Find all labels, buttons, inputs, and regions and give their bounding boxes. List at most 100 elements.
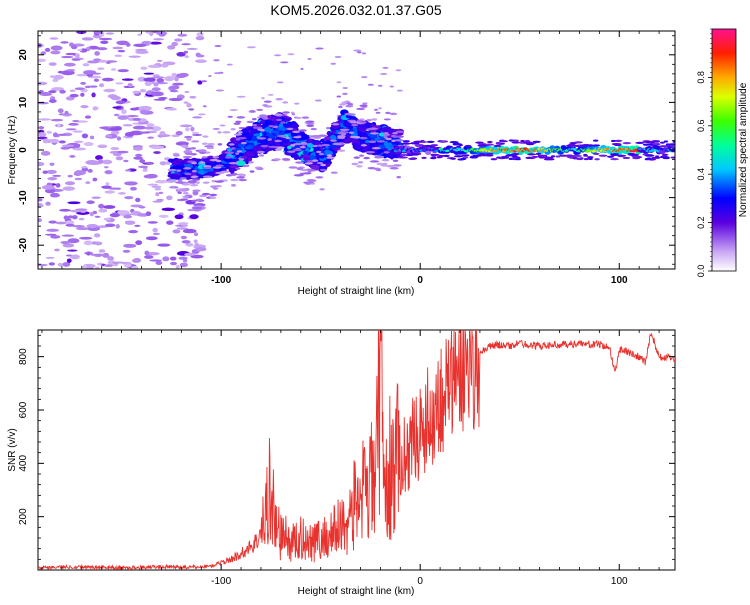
spectrogram-cell	[336, 95, 342, 98]
colorbar-tick-label: 0.8	[696, 71, 706, 84]
spectrogram-cell	[311, 164, 321, 171]
spectrogram-cell	[260, 144, 269, 148]
spectrogram-cell	[622, 142, 632, 145]
spectrogram-cell	[303, 172, 312, 175]
spectrogram-cell	[663, 140, 669, 143]
spectrogram-cell	[461, 154, 470, 157]
spectrogram-cell	[425, 150, 432, 156]
spectrogram-cell	[387, 146, 392, 151]
spectrogram-cell	[377, 150, 382, 155]
spectrogram-cell	[274, 148, 283, 151]
spectrogram-cell	[252, 123, 258, 127]
snr-panel: -100 0 100 200 400 600 800 Height of straight …	[7, 329, 676, 597]
spectrogram-cell	[659, 145, 669, 148]
spectrogram-cell	[259, 120, 265, 124]
colorbar-tick-label: 0.2	[696, 216, 706, 229]
spectrogram-cell	[271, 130, 281, 134]
spectrogram-cell	[97, 159, 104, 164]
spectrogram-cell	[330, 139, 337, 142]
spectrogram-cell	[170, 185, 176, 189]
spectrogram-cell	[105, 182, 110, 186]
spectrogram-cell	[389, 112, 398, 116]
spectrogram-cell	[66, 249, 78, 252]
spectrogram-cell	[351, 162, 359, 166]
spectrogram-cell	[477, 144, 487, 147]
spectrogram-cell	[360, 122, 367, 129]
spectrogram-cell	[71, 45, 78, 50]
spectrogram-cell	[251, 117, 257, 121]
spectrogram-cell	[221, 163, 231, 167]
colorbar-ticks: 0.0 0.2 0.4 0.6 0.8	[696, 28, 712, 277]
spectrogram-cell	[201, 156, 208, 159]
spectrogram-cell	[493, 144, 502, 148]
spectrogram-cell	[410, 142, 417, 145]
spectrogram-cell	[261, 131, 268, 136]
spectrogram-cell	[219, 124, 226, 127]
spectrogram-cell	[274, 139, 281, 143]
spectrogram-cell	[516, 158, 521, 161]
spectrogram-cell	[652, 142, 660, 145]
spectrogram-cell	[319, 154, 325, 159]
spectrogram-cell	[158, 33, 166, 37]
spectrogram-cell	[238, 178, 247, 182]
spectrogram-cell	[240, 132, 250, 136]
spectrogram-cell	[543, 158, 552, 161]
spectrogram-cell	[382, 66, 389, 69]
spectrogram-cell	[280, 121, 286, 124]
spectrogram-cell	[52, 132, 58, 138]
spectrogram-cell	[69, 209, 82, 213]
spectrogram-cell	[337, 149, 346, 152]
spectrogram-cell	[430, 144, 439, 147]
spectrogram-cell	[65, 128, 77, 131]
spectrogram-cell	[306, 179, 316, 182]
spectrogram-cell	[49, 192, 60, 198]
spectrogram-cell	[175, 264, 180, 269]
spectrogram-cell	[139, 131, 151, 134]
spectrogram-cell	[117, 150, 129, 154]
spectrogram-cell	[559, 154, 569, 157]
spectrogram-cell	[635, 141, 645, 144]
spectrogram-cell	[145, 211, 152, 217]
x-tick-label: -100	[211, 275, 231, 286]
spectrogram-cell	[91, 92, 96, 98]
spectrogram-cell	[77, 48, 83, 52]
spectrogram-cell	[304, 162, 313, 165]
spectrogram-cell	[50, 118, 64, 122]
spectrogram-cell	[591, 144, 601, 147]
spectrogram-cell	[113, 113, 120, 117]
spectrogram-cell	[174, 38, 183, 42]
spectrogram-cell	[137, 33, 142, 36]
spectrogram-cell	[58, 140, 66, 144]
spectrogram-cell	[392, 159, 399, 162]
spectrogram-cell	[162, 256, 170, 262]
spectrogram-cell	[259, 139, 270, 146]
spectrogram-cell	[622, 156, 631, 160]
spectrogram-cell	[520, 139, 525, 143]
spectrogram-cell	[150, 91, 164, 97]
spectrogram-cell	[81, 37, 94, 41]
spectrogram-cell	[410, 153, 420, 156]
spectrogram-cell	[103, 217, 111, 221]
spectrogram-cell	[535, 152, 542, 156]
spectrogram-cell	[194, 59, 207, 64]
spectrogram-cell	[170, 261, 177, 266]
spectrogram-cell	[646, 157, 652, 160]
spectrogram-cell	[359, 154, 364, 157]
spectrogram-cell	[195, 181, 200, 184]
spectrogram-cell	[511, 141, 521, 144]
spectrogram-cell	[486, 152, 494, 155]
spectrogram-cell	[94, 51, 100, 56]
spectrogram-cell	[152, 74, 160, 77]
spectrogram-cell	[38, 81, 48, 86]
spectrogram-cell	[303, 181, 311, 184]
spectrogram-cell	[248, 161, 254, 164]
spectrogram-cell	[256, 108, 264, 111]
spectrogram-cell	[83, 141, 94, 147]
spectrogram-cell	[147, 136, 155, 139]
spectrogram-cell	[104, 170, 113, 175]
spectrogram-cell	[342, 87, 348, 90]
spectrogram-cell	[312, 144, 318, 148]
spectrogram-cell	[178, 72, 189, 78]
spectrogram-cell	[567, 143, 576, 147]
spectrogram-cell	[175, 130, 183, 136]
